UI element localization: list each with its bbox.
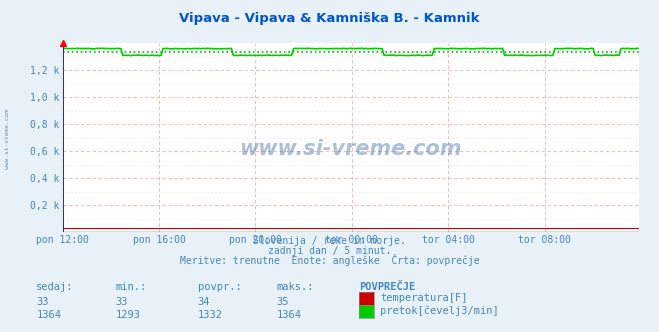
Text: www.si-vreme.com: www.si-vreme.com bbox=[240, 139, 462, 159]
Text: pretok[čevelj3/min]: pretok[čevelj3/min] bbox=[380, 306, 499, 316]
Text: 33: 33 bbox=[115, 297, 128, 307]
Text: 1293: 1293 bbox=[115, 310, 140, 320]
Text: POVPREČJE: POVPREČJE bbox=[359, 283, 415, 292]
Text: 1364: 1364 bbox=[277, 310, 302, 320]
Text: sedaj:: sedaj: bbox=[36, 283, 74, 292]
Text: 35: 35 bbox=[277, 297, 289, 307]
Text: 33: 33 bbox=[36, 297, 49, 307]
Text: min.:: min.: bbox=[115, 283, 146, 292]
Text: Vipava - Vipava & Kamniška B. - Kamnik: Vipava - Vipava & Kamniška B. - Kamnik bbox=[179, 12, 480, 25]
Text: www.si-vreme.com: www.si-vreme.com bbox=[5, 110, 11, 169]
Text: temperatura[F]: temperatura[F] bbox=[380, 293, 468, 303]
Text: Meritve: trenutne  Enote: angleške  Črta: povprečje: Meritve: trenutne Enote: angleške Črta: … bbox=[180, 254, 479, 266]
Text: Slovenija / reke in morje.: Slovenija / reke in morje. bbox=[253, 236, 406, 246]
Text: zadnji dan / 5 minut.: zadnji dan / 5 minut. bbox=[268, 246, 391, 256]
Text: 34: 34 bbox=[198, 297, 210, 307]
Text: 1332: 1332 bbox=[198, 310, 223, 320]
Text: 1364: 1364 bbox=[36, 310, 61, 320]
Text: maks.:: maks.: bbox=[277, 283, 314, 292]
Text: povpr.:: povpr.: bbox=[198, 283, 241, 292]
